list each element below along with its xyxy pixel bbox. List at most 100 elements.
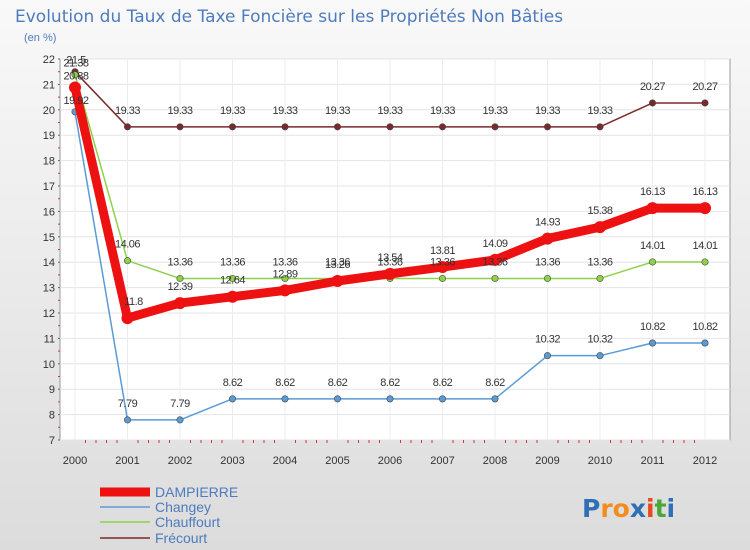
data-label: 8.62 bbox=[328, 377, 348, 389]
x-tick-label: 2006 bbox=[378, 455, 402, 467]
series-0 bbox=[69, 81, 711, 325]
data-label: 19.92 bbox=[63, 95, 88, 107]
data-label: 12.89 bbox=[272, 268, 297, 280]
data-label: 13.54 bbox=[377, 252, 402, 264]
data-label: 16.13 bbox=[692, 186, 717, 198]
data-label: 20.27 bbox=[692, 81, 717, 93]
data-label: 8.62 bbox=[485, 377, 505, 389]
data-point bbox=[438, 274, 446, 282]
brand-letter: P bbox=[582, 494, 600, 523]
data-label: 10.32 bbox=[587, 334, 612, 346]
data-label: 14.01 bbox=[640, 240, 665, 252]
x-tick-label: 2009 bbox=[535, 455, 559, 467]
brand-letter: x bbox=[630, 494, 646, 523]
x-tick-label: 2007 bbox=[430, 455, 454, 467]
data-point bbox=[543, 274, 551, 282]
data-label: 19.33 bbox=[535, 105, 560, 117]
data-label: 10.82 bbox=[640, 321, 665, 333]
data-point bbox=[281, 123, 289, 131]
data-point bbox=[648, 339, 656, 347]
data-label: 16.13 bbox=[640, 186, 665, 198]
data-label: 14.01 bbox=[692, 240, 717, 252]
y-tick-label: 10 bbox=[43, 359, 55, 371]
data-point bbox=[648, 99, 656, 107]
x-tick-label: 2005 bbox=[325, 455, 349, 467]
data-label: 13.81 bbox=[430, 245, 455, 257]
y-tick-label: 18 bbox=[43, 156, 55, 168]
data-point bbox=[436, 261, 449, 274]
data-label: 10.32 bbox=[535, 334, 560, 346]
x-tick-label: 2012 bbox=[693, 455, 717, 467]
data-point bbox=[701, 99, 709, 107]
data-point bbox=[596, 274, 604, 282]
data-point bbox=[701, 339, 709, 347]
y-tick-label: 19 bbox=[43, 130, 55, 142]
plot-background bbox=[59, 58, 731, 441]
brand-letter: r bbox=[600, 494, 613, 523]
x-tick-label: 2011 bbox=[641, 455, 665, 467]
brand-letter: o bbox=[613, 494, 630, 523]
data-point bbox=[176, 274, 184, 282]
data-label: 14.09 bbox=[482, 238, 507, 250]
data-label: 13.36 bbox=[587, 256, 612, 268]
data-point bbox=[596, 352, 604, 360]
data-point bbox=[543, 123, 551, 131]
data-label: 15.38 bbox=[587, 205, 612, 217]
data-label: 19.33 bbox=[167, 105, 192, 117]
data-label: 13.36 bbox=[272, 256, 297, 268]
plot-area: 7 8 9 10 11 12 13 14 15 16 17 18 19 20 21 22 2000 2001 200… bbox=[43, 54, 731, 467]
data-label: 8.62 bbox=[275, 377, 295, 389]
y-tick-label: 8 bbox=[49, 410, 55, 422]
x-tick-label: 2004 bbox=[273, 455, 297, 467]
data-label: 13.36 bbox=[325, 256, 350, 268]
data-point bbox=[69, 81, 81, 94]
data-point bbox=[121, 312, 134, 325]
data-point bbox=[71, 71, 79, 79]
brand-letter: t bbox=[655, 494, 667, 523]
data-point bbox=[646, 202, 659, 215]
data-point bbox=[333, 123, 341, 131]
data-point bbox=[594, 221, 606, 234]
data-label: 19.33 bbox=[272, 105, 297, 117]
data-label: 19.33 bbox=[377, 105, 402, 117]
data-point bbox=[174, 297, 186, 310]
y-tick-label: 14 bbox=[43, 257, 55, 269]
y-tick-label: 20 bbox=[43, 105, 55, 117]
x-tick-label: 2001 bbox=[115, 455, 139, 467]
y-tick-label: 17 bbox=[43, 181, 55, 193]
data-label: 13.36 bbox=[167, 256, 192, 268]
data-label: 13.36 bbox=[482, 256, 507, 268]
data-point bbox=[541, 232, 554, 245]
data-label: 12.39 bbox=[167, 281, 192, 293]
y-tick-label: 13 bbox=[43, 283, 55, 295]
data-point bbox=[701, 258, 709, 266]
data-point bbox=[543, 352, 551, 360]
data-label: 13.36 bbox=[535, 256, 560, 268]
data-point bbox=[124, 257, 132, 265]
data-label: 19.33 bbox=[482, 105, 507, 117]
data-label: 13.36 bbox=[377, 256, 402, 268]
data-label: 13.36 bbox=[220, 256, 245, 268]
data-point bbox=[229, 395, 237, 403]
y-tick-label: 15 bbox=[43, 232, 55, 244]
data-label: 8.62 bbox=[380, 377, 400, 389]
data-point bbox=[176, 123, 184, 131]
data-label: 13.36 bbox=[430, 256, 455, 268]
data-label: 10.82 bbox=[692, 321, 717, 333]
x-tick-label: 2000 bbox=[63, 455, 87, 467]
x-tick-label: 2002 bbox=[168, 455, 192, 467]
chart-subtitle: (en %) bbox=[24, 32, 56, 44]
y-tick-label: 7 bbox=[49, 435, 55, 447]
data-label: 7.79 bbox=[118, 398, 138, 410]
x-tick-label: 2010 bbox=[588, 455, 612, 467]
series-1 bbox=[71, 108, 709, 424]
data-point bbox=[229, 274, 237, 282]
data-label: 19.33 bbox=[115, 105, 140, 117]
x-tick-label: 2003 bbox=[220, 455, 244, 467]
data-label: 19.33 bbox=[220, 105, 245, 117]
y-tick-label: 21 bbox=[43, 79, 55, 91]
data-label: 21.38 bbox=[63, 58, 88, 70]
